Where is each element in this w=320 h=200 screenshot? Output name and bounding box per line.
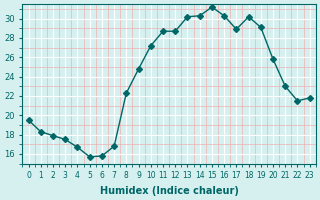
X-axis label: Humidex (Indice chaleur): Humidex (Indice chaleur) xyxy=(100,186,239,196)
